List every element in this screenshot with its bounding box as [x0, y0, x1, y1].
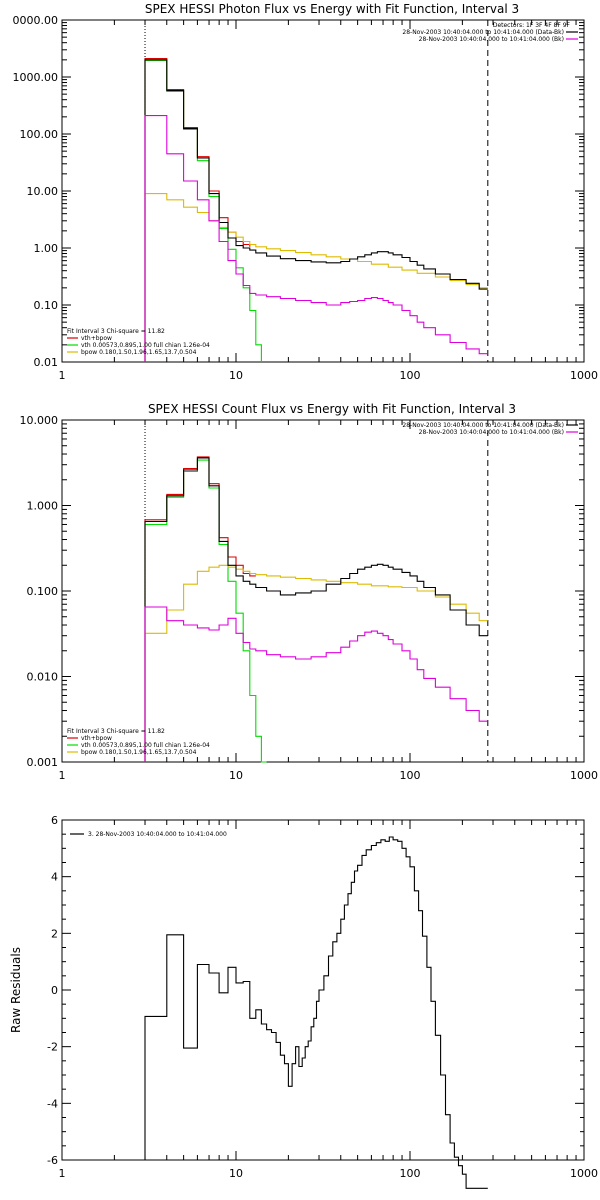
series-line-vth_bpow [144, 456, 256, 762]
y-tick-label: 1.00 [34, 242, 59, 255]
residuals-y-axis-label: Raw Residuals [9, 947, 23, 1033]
y-tick-label: -2 [47, 1041, 58, 1054]
legend-entry: vth 0.00573,0.895,1.00 full chian 1.26e-… [81, 742, 210, 749]
y-tick-label: 10.00 [27, 185, 59, 198]
series-line-background [144, 115, 488, 362]
y-tick-label: 0.001 [27, 756, 59, 769]
series-line-data [144, 59, 488, 362]
series-line-background [144, 606, 488, 762]
y-tick-label: 0.100 [27, 585, 59, 598]
legend-fit-header: Fit Interval 3 Chi-square = 11.82 [67, 328, 165, 335]
y-tick-label: 6 [51, 814, 58, 827]
y-tick-label: -4 [47, 1097, 58, 1110]
count-chart-title: SPEX HESSI Count Flux vs Energy with Fit… [148, 402, 516, 416]
y-tick-label: 1000.00 [13, 71, 59, 84]
x-tick-label: 1000 [570, 1167, 598, 1180]
series-line-vth_bpow [144, 58, 251, 362]
y-tick-label: 0.10 [34, 299, 59, 312]
x-tick-label: 1000 [570, 769, 598, 782]
legend-entry: 3. 28-Nov-2003 10:40:04.000 to 10:41:04.… [88, 831, 227, 838]
series-line-bpow [144, 564, 488, 762]
photon-axes: 1 10 100 1000 0.01 0.10 1.00 10.00 100.00 1000.00… [13, 14, 599, 382]
x-tick-label: 10 [229, 769, 243, 782]
photon-flux-panel: SPEX HESSI Photon Flux vs Energy with Fi… [13, 2, 599, 382]
legend-fit-header: Fit Interval 3 Chi-square = 11.82 [67, 728, 165, 735]
x-tick-label: 1000 [570, 369, 598, 382]
y-tick-label: 0 [51, 984, 58, 997]
y-tick-label: 0.010 [27, 671, 59, 684]
legend-entry: bpow 0.180,1.50,1.96,1.65,13.7,0.504 [81, 349, 197, 356]
x-tick-label: 10 [229, 369, 243, 382]
legend-detectors-header: Detectors: 1F 3F 4F 8F 9F [493, 22, 571, 29]
residuals-series-group [144, 836, 488, 1189]
count-axes: 1 10 100 1000 0.001 0.010 0.100 1.000 10.000 [20, 414, 599, 782]
x-tick-label: 1 [59, 369, 66, 382]
legend-entry: 28-Nov-2003 10:40:04.000 to 10:41:04.000… [402, 29, 564, 36]
residuals-legends: 3. 28-Nov-2003 10:40:04.000 to 10:41:04.… [70, 831, 227, 838]
x-tick-label: 100 [400, 369, 421, 382]
y-tick-label: 2 [51, 927, 58, 940]
y-tick-label: -6 [47, 1154, 58, 1167]
legend-entry: bpow 0.180,1.50,1.96,1.65,13.7,0.504 [81, 749, 197, 756]
y-tick-label: 4 [51, 871, 58, 884]
count-flux-panel: SPEX HESSI Count Flux vs Energy with Fit… [20, 402, 599, 782]
legend-entry: vth+bpow [81, 335, 112, 342]
photon-series-group [144, 20, 489, 362]
x-tick-label: 1 [59, 769, 66, 782]
y-tick-label: 0.01 [34, 356, 59, 369]
residuals-panel: Raw Residuals 1 10 100 1000 -6 -4 -2 0 2 4 6 3. 28… [9, 814, 598, 1189]
legend-entry: vth+bpow [81, 735, 112, 742]
count-legends: 28-Nov-2003 10:40:04.000 to 10:41:04.000… [67, 422, 578, 756]
legend-entry: 28-Nov-2003 10:40:04.000 to 10:41:04.000… [419, 36, 564, 43]
x-tick-label: 100 [400, 769, 421, 782]
legend-entry: vth 0.00573,0.895,1.00 full chian 1.26e-… [81, 342, 210, 349]
y-tick-label: 100.00 [20, 128, 59, 141]
y-tick-label: 10.000 [20, 414, 59, 427]
photon-chart-title: SPEX HESSI Photon Flux vs Energy with Fi… [145, 2, 519, 16]
series-line-data [144, 836, 488, 1189]
x-tick-label: 1 [59, 1167, 66, 1180]
legend-entry: 28-Nov-2003 10:40:04.000 to 10:41:04.000… [402, 422, 564, 429]
series-line-data [144, 457, 488, 762]
y-tick-label: 0000.00 [13, 14, 59, 27]
count-series-group [144, 420, 489, 763]
series-line-vth [144, 59, 262, 362]
x-tick-label: 10 [229, 1167, 243, 1180]
y-tick-label: 1.000 [27, 500, 59, 513]
residuals-axes: 1 10 100 1000 -6 -4 -2 0 2 4 6 [47, 814, 598, 1180]
series-line-vth [144, 459, 267, 763]
x-tick-label: 100 [400, 1167, 421, 1180]
series-line-bpow [144, 193, 488, 362]
legend-entry: 28-Nov-2003 10:40:04.000 to 10:41:04.000… [419, 429, 564, 436]
photon-plot-frame [61, 19, 585, 363]
